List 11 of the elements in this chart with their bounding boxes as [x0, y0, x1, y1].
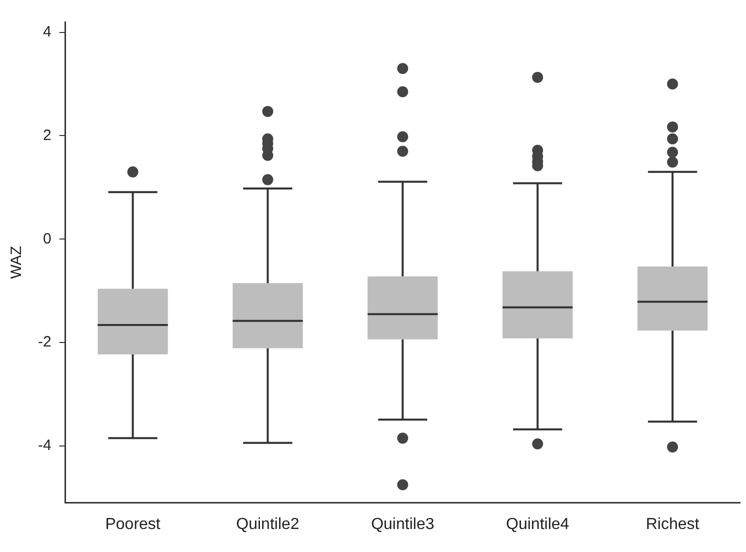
y-tick-label: 2	[42, 126, 52, 144]
x-tick-label: Poorest	[105, 516, 161, 533]
x-tick-label: Richest	[646, 516, 700, 533]
y-tick-label: -2	[38, 334, 52, 351]
x-tick-label: Quintile3	[371, 516, 434, 533]
y-tick-label: 4	[42, 23, 52, 40]
y-axis-title: WAZ	[8, 246, 26, 279]
y-tick-label: -4	[38, 437, 52, 454]
y-tick-label: 0	[42, 230, 52, 248]
x-tick-label: Quintile4	[506, 516, 570, 533]
x-tick-label: Quintile2	[236, 516, 300, 533]
